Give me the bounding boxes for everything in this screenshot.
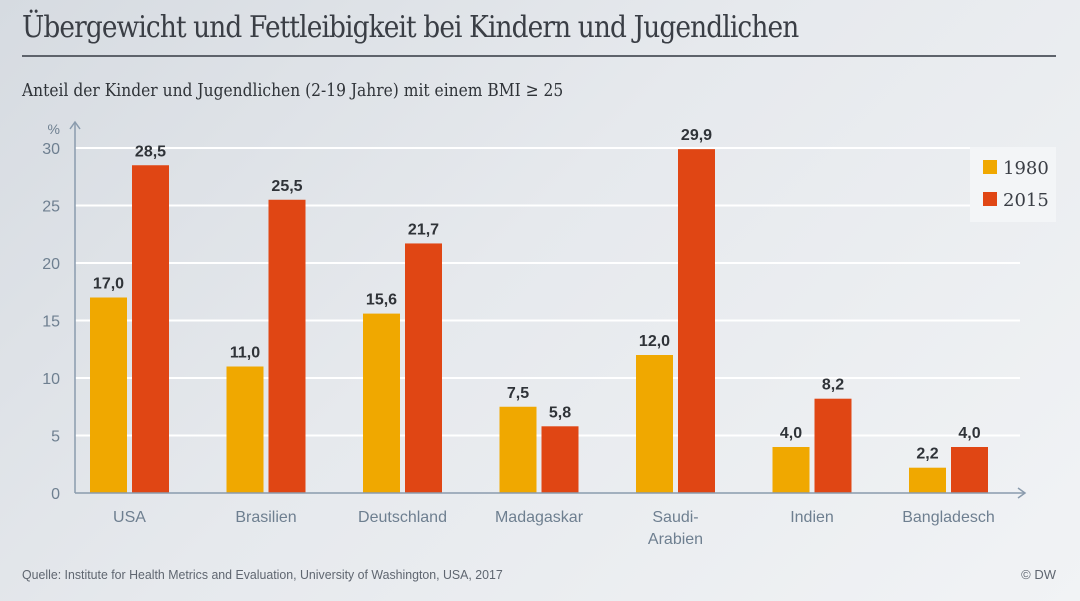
y-tick-label: 5 (51, 429, 60, 446)
y-axis-arrow-icon (69, 120, 81, 130)
bar-1980 (90, 297, 127, 493)
bar-1980 (226, 366, 264, 493)
bar-1980 (363, 313, 400, 493)
data-label: 21,7 (408, 221, 439, 238)
data-label: 28,5 (135, 143, 166, 160)
copyright-credit: © DW (1021, 567, 1056, 582)
y-tick-label: 0 (51, 486, 60, 503)
bar-2015 (132, 165, 169, 493)
source-note: Quelle: Institute for Health Metrics and… (22, 567, 503, 582)
x-tick-label: Brasilien (235, 509, 296, 526)
data-label: 11,0 (230, 345, 260, 362)
bar-2015 (405, 243, 442, 493)
bar-2015 (678, 149, 715, 493)
data-label: 17,0 (93, 276, 124, 293)
data-label: 15,6 (366, 292, 397, 309)
x-axis-arrow-icon (1017, 487, 1027, 499)
x-tick-label: Saudi- (652, 509, 698, 526)
y-tick-label: 25 (42, 199, 60, 216)
y-tick-label: 15 (42, 314, 60, 331)
legend-box (970, 147, 1056, 222)
x-tick-label: Bangladesch (902, 509, 995, 526)
data-label: 4,0 (780, 425, 802, 442)
bar-2015 (268, 199, 306, 493)
y-tick-label: 10 (42, 371, 60, 388)
bar-1980 (909, 467, 946, 493)
data-label: 25,5 (271, 178, 302, 195)
x-tick-label: Indien (790, 509, 834, 526)
y-tick-label: 20 (42, 256, 60, 273)
x-tick-label: Arabien (648, 531, 703, 548)
bar-2015 (541, 426, 579, 493)
chart-title: Übergewicht und Fettleibigkeit bei Kinde… (22, 10, 799, 45)
x-tick-label: USA (113, 509, 146, 526)
chart-subtitle: Anteil der Kinder und Jugendlichen (2-19… (22, 80, 564, 101)
bar-1980 (772, 447, 810, 493)
bar-2015 (814, 398, 852, 493)
legend-swatch-1980 (983, 160, 997, 174)
legend-label: 1980 (1003, 158, 1049, 179)
data-label: 4,0 (958, 425, 980, 442)
bar-1980 (636, 355, 673, 493)
data-label: 7,5 (507, 385, 529, 402)
x-tick-label: Deutschland (358, 509, 447, 526)
data-label: 2,2 (916, 446, 938, 463)
x-tick-label: Madagaskar (495, 509, 584, 526)
y-axis-label: % (48, 121, 60, 137)
bar-1980 (499, 406, 537, 493)
legend-swatch-2015 (983, 192, 997, 206)
legend-label: 2015 (1003, 190, 1049, 211)
data-label: 29,9 (681, 127, 712, 144)
bar-2015 (951, 447, 988, 493)
y-tick-label: 30 (42, 141, 60, 158)
data-label: 12,0 (639, 333, 670, 350)
data-label: 5,8 (549, 404, 571, 421)
data-label: 8,2 (822, 377, 844, 394)
title-divider (22, 55, 1056, 57)
